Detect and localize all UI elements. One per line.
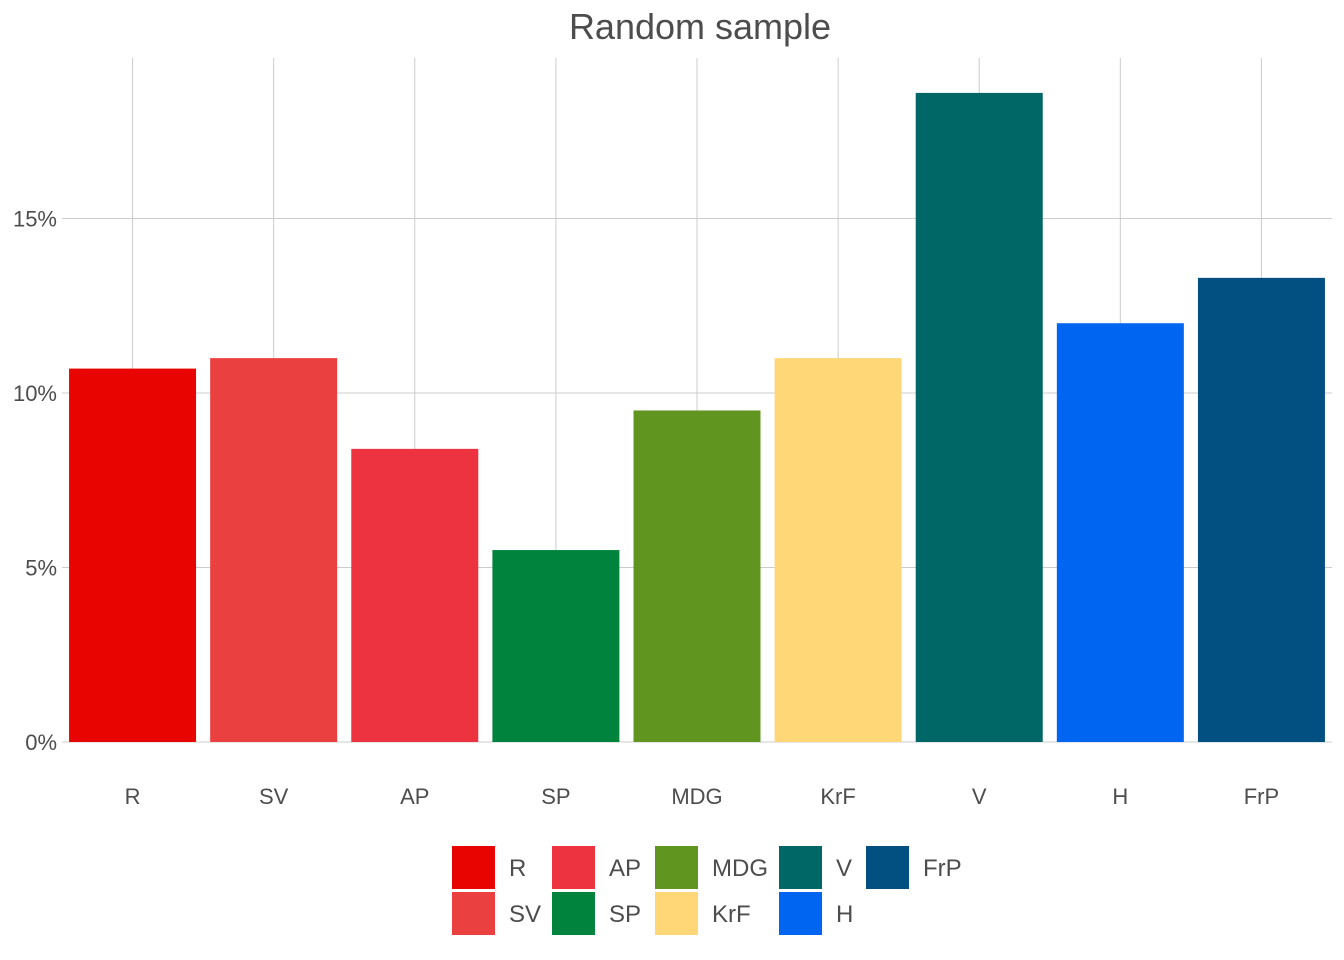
legend-key (655, 846, 698, 889)
bar-h (1056, 323, 1184, 742)
legend-label: R (509, 855, 526, 882)
bars (69, 92, 1325, 743)
x-tick-label: SV (259, 784, 289, 809)
legend: R SV AP SP MDG KrF VH FrP (452, 846, 962, 935)
legend-key (552, 892, 595, 935)
x-tick-label: AP (400, 784, 429, 809)
legend-key (779, 892, 822, 935)
bar-v (915, 92, 1043, 743)
legend-label: SV (509, 901, 541, 928)
legend-label: FrP (923, 855, 962, 882)
y-axis-ticks: 0% 5% 10% 15% (13, 207, 57, 755)
bar-mdg (633, 410, 761, 742)
legend-key (452, 846, 495, 889)
legend-label: AP (609, 855, 641, 882)
legend-key (779, 846, 822, 889)
bar-frp (1197, 277, 1325, 742)
y-tick-label: 10% (13, 381, 57, 406)
bar-krf (774, 358, 902, 742)
y-tick-label: 15% (13, 207, 57, 232)
x-tick-label: H (1112, 784, 1128, 809)
bar-r (69, 368, 197, 742)
legend-label: V (836, 855, 852, 882)
legend-label: KrF (712, 901, 751, 928)
x-tick-label: SP (541, 784, 570, 809)
chart-title: Random sample (569, 6, 831, 47)
bar-sp (492, 550, 620, 742)
x-axis-ticks: R SV AP SP MDG KrF V H FrP (125, 784, 1280, 809)
legend-label: MDG (712, 855, 768, 882)
x-tick-label: MDG (671, 784, 722, 809)
legend-label: SP (609, 901, 641, 928)
x-tick-label: KrF (820, 784, 855, 809)
legend-key (552, 846, 595, 889)
bar-ap (351, 448, 479, 742)
y-tick-label: 5% (25, 556, 57, 581)
x-tick-label: R (125, 784, 141, 809)
legend-label: H (836, 901, 853, 928)
legend-key (866, 846, 909, 889)
x-tick-label: V (972, 784, 987, 809)
x-tick-label: FrP (1244, 784, 1279, 809)
bar-sv (210, 358, 338, 742)
y-tick-label: 0% (25, 730, 57, 755)
legend-key (655, 892, 698, 935)
legend-key (452, 892, 495, 935)
